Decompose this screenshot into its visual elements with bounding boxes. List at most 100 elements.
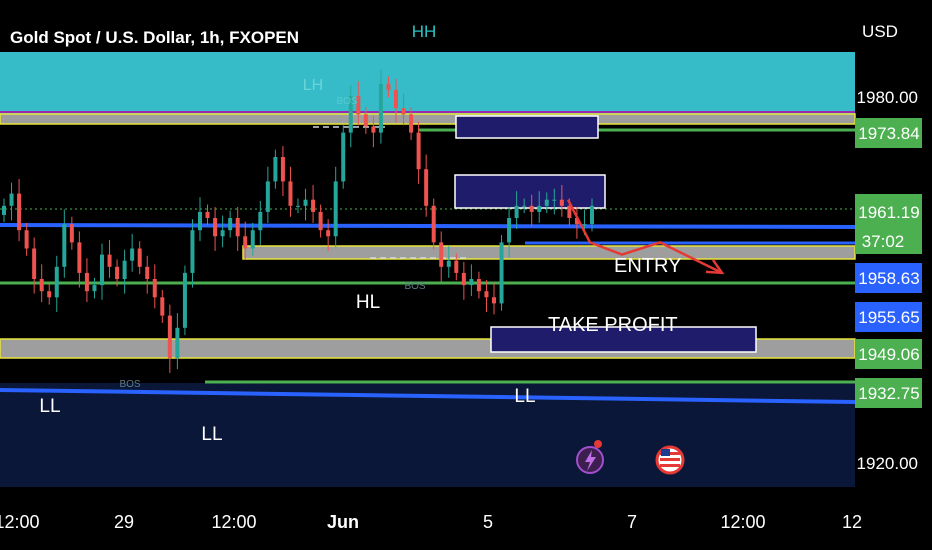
candle-body bbox=[77, 242, 82, 273]
price-badge-1958: 1958.63 bbox=[858, 269, 919, 288]
candle-body bbox=[213, 218, 218, 237]
candle-body bbox=[326, 230, 331, 237]
candle-body bbox=[559, 199, 564, 206]
candle-body bbox=[348, 96, 353, 133]
candle-body bbox=[537, 205, 542, 212]
candle-body bbox=[280, 157, 285, 182]
lh-label: LH bbox=[303, 77, 323, 94]
candle-body bbox=[182, 272, 187, 328]
candle-body bbox=[265, 181, 270, 212]
ll-label-right: LL bbox=[514, 386, 535, 407]
candle-body bbox=[198, 211, 202, 231]
candle-body bbox=[476, 279, 481, 292]
candle-body bbox=[514, 205, 519, 218]
hl-label: HL bbox=[356, 292, 380, 313]
candle-body bbox=[258, 211, 263, 231]
countdown-timer: 37:02 bbox=[862, 232, 905, 251]
candle-body bbox=[401, 108, 406, 115]
candle-body bbox=[228, 218, 233, 231]
price-badge-1973: 1973.84 bbox=[858, 124, 919, 143]
candle-body bbox=[574, 218, 579, 225]
bos-label-top: BOS bbox=[336, 96, 357, 107]
candle-body bbox=[288, 181, 293, 206]
candle-body bbox=[363, 114, 368, 127]
candle-body bbox=[145, 266, 150, 279]
upper-resistance-zone bbox=[0, 52, 855, 114]
candle-body bbox=[122, 260, 127, 279]
candle-body bbox=[84, 272, 89, 292]
lightning-event-icon[interactable] bbox=[576, 440, 604, 474]
candle-body bbox=[318, 211, 323, 231]
candle-body bbox=[409, 114, 414, 133]
bos-label-left: BOS bbox=[119, 379, 140, 390]
projection-arrow bbox=[566, 199, 725, 275]
bos-label-mid: BOS bbox=[404, 281, 425, 292]
take-profit-label: TAKE PROFIT bbox=[548, 314, 678, 336]
order-block-top bbox=[455, 115, 599, 139]
time-label-6: 12:00 bbox=[720, 512, 765, 532]
symbol-title[interactable]: Gold Spot / U.S. Dollar, 1h, FXOPEN bbox=[10, 28, 299, 47]
candle-body bbox=[590, 205, 594, 225]
price-badge-1955: 1955.65 bbox=[858, 308, 919, 327]
candle-body bbox=[424, 169, 429, 206]
candle-body bbox=[2, 205, 6, 215]
price-badge-current: 1961.19 bbox=[858, 203, 919, 222]
time-axis-background bbox=[0, 487, 855, 550]
time-label-5: 7 bbox=[627, 512, 637, 532]
candle-body bbox=[446, 260, 451, 267]
candle-body bbox=[250, 230, 255, 249]
candle-body bbox=[522, 205, 527, 207]
candle-body bbox=[205, 211, 210, 218]
time-label-3: Jun bbox=[327, 512, 359, 532]
candle-body bbox=[137, 248, 142, 267]
candle-body bbox=[24, 230, 29, 249]
candle-body bbox=[552, 199, 557, 201]
candle-body bbox=[303, 199, 308, 206]
candle-body bbox=[341, 132, 346, 182]
mid-demand-zone-band bbox=[242, 245, 856, 260]
price-badge-1949: 1949.06 bbox=[858, 345, 919, 364]
candle-body bbox=[311, 199, 316, 212]
hh-label: HH bbox=[412, 22, 437, 41]
price-badge-1955-bg bbox=[855, 302, 922, 332]
price-badge-1973-bg bbox=[855, 118, 922, 148]
candle-body bbox=[492, 297, 496, 304]
candle-body bbox=[107, 254, 112, 267]
candle-body bbox=[484, 291, 489, 298]
projection-arrowhead bbox=[705, 259, 725, 275]
candle-body bbox=[544, 199, 549, 206]
time-label-2: 12:00 bbox=[211, 512, 256, 532]
candle-body bbox=[499, 242, 504, 304]
currency-label: USD bbox=[862, 22, 898, 41]
candle-body bbox=[378, 83, 383, 133]
candle-body bbox=[333, 181, 338, 237]
candle-body bbox=[92, 285, 97, 292]
time-label-1: 29 bbox=[114, 512, 134, 532]
candle-body bbox=[152, 279, 157, 298]
time-label-4: 5 bbox=[483, 512, 493, 532]
take-profit-box bbox=[490, 326, 757, 353]
candle-body bbox=[115, 266, 120, 279]
candle-body bbox=[175, 327, 180, 359]
blue-level-line bbox=[0, 223, 856, 229]
projection-path bbox=[566, 199, 723, 275]
candle-body bbox=[529, 205, 534, 212]
candle-body bbox=[32, 248, 37, 279]
candle-body bbox=[273, 157, 278, 182]
candle-body bbox=[160, 297, 165, 316]
candlestick-series bbox=[2, 69, 594, 373]
supply-zone-band bbox=[0, 113, 856, 125]
candle-body bbox=[461, 272, 466, 286]
price-tick-1980: 1980.00 bbox=[857, 88, 918, 107]
us-flag-event-icon[interactable] bbox=[655, 445, 685, 475]
ll-label-bottom: LL bbox=[201, 424, 222, 445]
candle-body bbox=[356, 96, 361, 115]
price-badge-1932-bg bbox=[855, 378, 922, 408]
order-block-entry bbox=[454, 174, 606, 209]
candle-body bbox=[386, 83, 391, 90]
candle-body bbox=[69, 224, 74, 243]
candle-body bbox=[582, 224, 587, 226]
candle-body bbox=[39, 279, 44, 292]
candle-body bbox=[220, 230, 225, 237]
